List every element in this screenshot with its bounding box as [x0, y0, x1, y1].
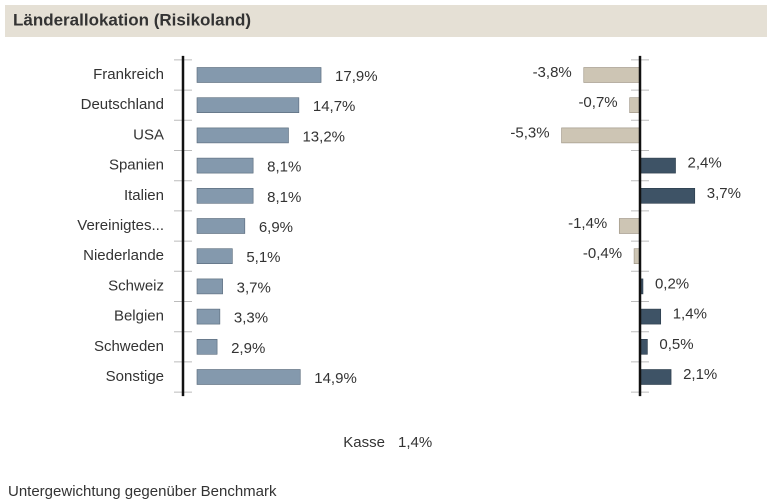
- category-label: Vereinigtes...: [77, 217, 164, 234]
- value-label: 3,7%: [707, 185, 741, 202]
- category-label: Niederlande: [83, 247, 164, 264]
- value-label: 3,3%: [234, 310, 268, 327]
- bar: [196, 369, 301, 385]
- category-label: Spanien: [109, 157, 164, 174]
- value-label: 14,9%: [314, 370, 357, 387]
- value-label: -0,4%: [583, 245, 622, 262]
- value-label: -0,7%: [578, 94, 617, 111]
- value-label: 2,9%: [231, 340, 265, 357]
- value-label: 13,2%: [302, 128, 345, 145]
- value-label: 8,1%: [267, 159, 301, 176]
- bar: [196, 308, 221, 325]
- chart-title: Länderallokation (Risikoland): [13, 10, 251, 29]
- bar: [196, 127, 289, 144]
- category-label: USA: [133, 126, 164, 143]
- value-label: 3,7%: [237, 279, 271, 296]
- bar: [196, 97, 300, 113]
- value-label: 0,5%: [659, 336, 693, 353]
- value-label: -5,3%: [510, 124, 549, 141]
- bar: [639, 308, 662, 325]
- value-label: 8,1%: [267, 189, 301, 206]
- bar: [639, 369, 672, 385]
- value-label: 14,7%: [313, 98, 356, 115]
- bar: [639, 188, 696, 204]
- bar: [196, 188, 254, 204]
- category-label: Schweden: [94, 338, 164, 355]
- bar: [196, 338, 218, 355]
- bar: [196, 67, 322, 83]
- bar: [618, 218, 641, 234]
- value-label: 17,9%: [335, 68, 378, 85]
- bar: [561, 127, 641, 144]
- bar: [196, 157, 254, 174]
- value-label: -3,8%: [533, 64, 572, 81]
- category-label: Italien: [124, 187, 164, 204]
- category-label: Schweiz: [108, 277, 164, 294]
- bar: [196, 248, 233, 264]
- bar: [639, 157, 676, 174]
- value-label: 6,9%: [259, 219, 293, 236]
- category-label: Sonstige: [106, 368, 164, 385]
- value-label: -1,4%: [568, 215, 607, 232]
- header-bar: [5, 5, 767, 37]
- bar: [196, 278, 223, 295]
- bar: [196, 218, 246, 234]
- category-label: Deutschland: [81, 96, 164, 113]
- value-label: 5,1%: [246, 249, 280, 266]
- value-label: 0,2%: [655, 275, 689, 292]
- value-label: 2,4%: [688, 155, 722, 172]
- category-label: Belgien: [114, 308, 164, 325]
- category-label: Frankreich: [93, 66, 164, 83]
- value-label: 2,1%: [683, 366, 717, 383]
- cash-value: 1,4%: [398, 434, 432, 451]
- bar: [629, 97, 641, 113]
- bar: [583, 67, 641, 83]
- cash-label: Kasse: [343, 434, 385, 451]
- value-label: 1,4%: [673, 306, 707, 323]
- footer: Untergewichtung gegenüber Benchmark: [8, 483, 277, 500]
